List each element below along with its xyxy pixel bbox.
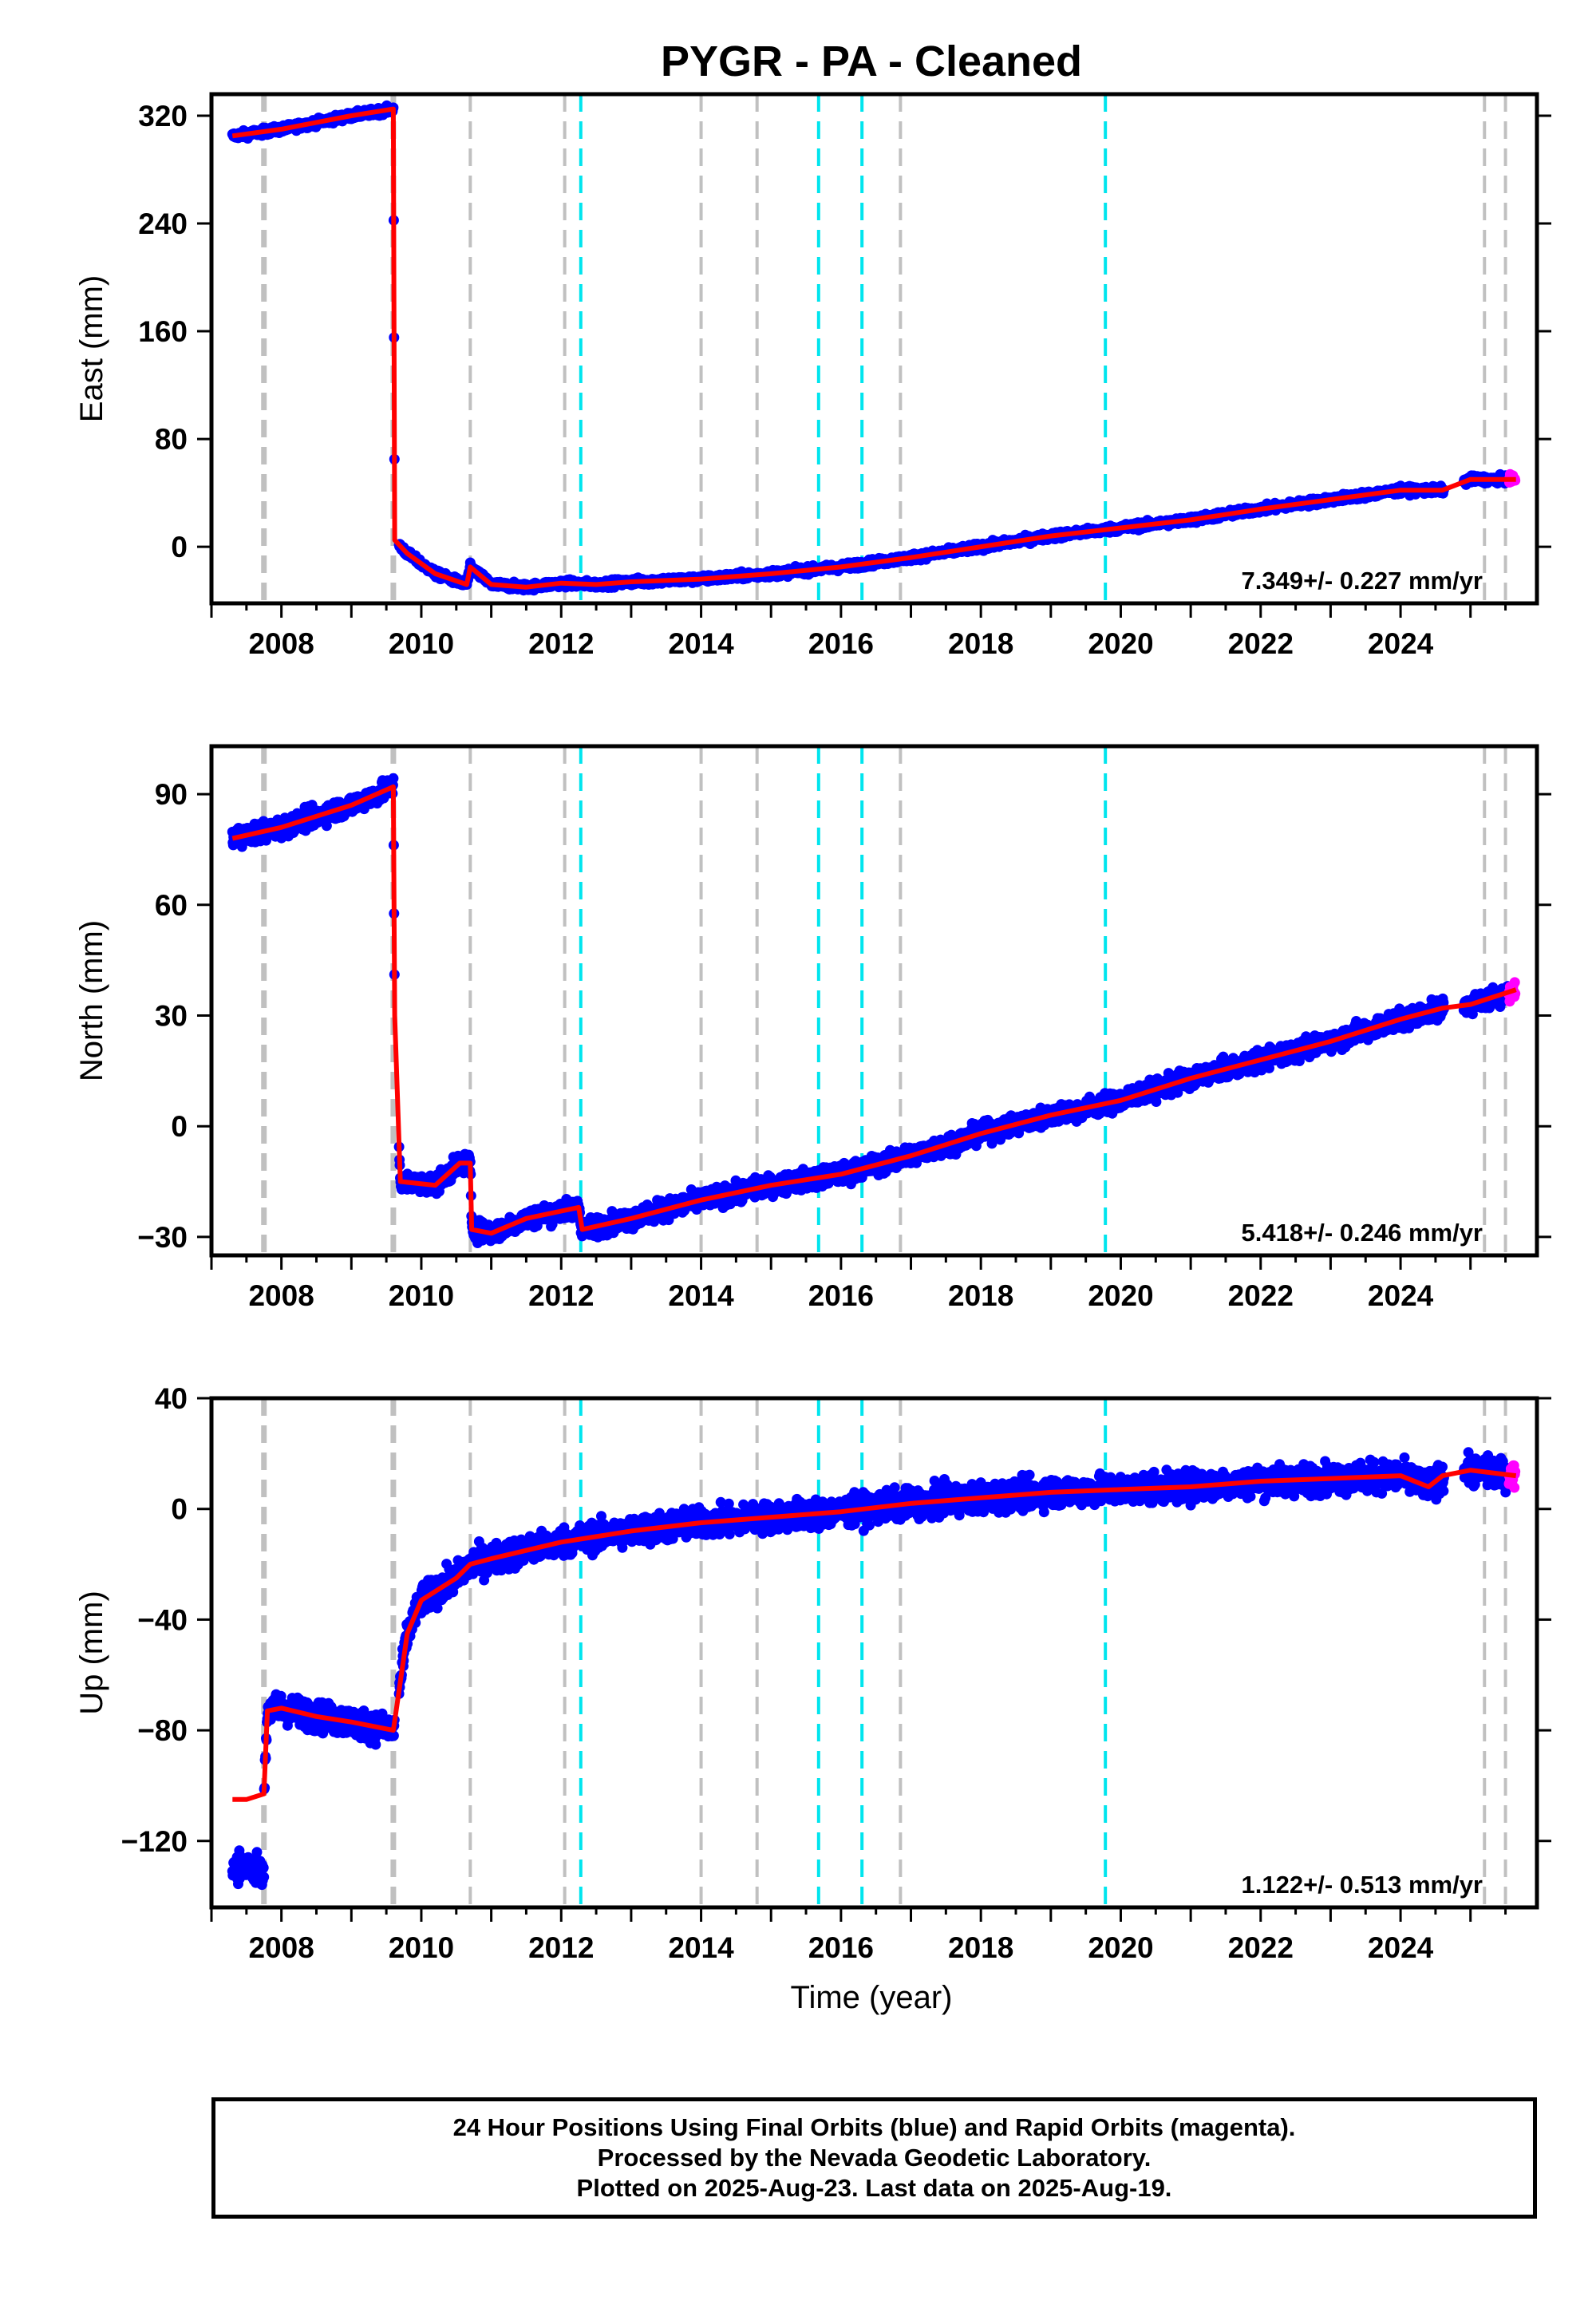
x-tick-label: 2020 — [1088, 627, 1153, 660]
plot-frame — [209, 92, 1539, 606]
plot-area — [227, 746, 1521, 1255]
x-tick-label: 2016 — [808, 627, 874, 660]
x-tick-label: 2024 — [1368, 627, 1434, 660]
y-tick-label: 80 — [155, 423, 188, 456]
x-tick-label: 2018 — [948, 627, 1013, 660]
y-tick-label: 240 — [138, 207, 188, 240]
x-tick-label: 2022 — [1228, 627, 1294, 660]
data-points — [227, 773, 1521, 1248]
velocity-annotation: 7.349+/- 0.227 mm/yr — [1242, 567, 1483, 595]
final-orbit-point — [388, 773, 399, 784]
panel-1: 0 80 160 240 320 2008 2010 2012 2014 2016 2018 2020… — [74, 92, 1551, 660]
x-tick-label: 2010 — [389, 627, 454, 660]
y-axis-label: East (mm) — [74, 275, 109, 422]
x-tick-label: 2014 — [668, 627, 734, 660]
chart-title: PYGR - PA - Cleaned — [661, 38, 1082, 85]
data-points — [227, 100, 1521, 596]
y-tick-label: 160 — [138, 315, 188, 348]
x-tick-label: 2012 — [528, 627, 594, 660]
y-tick-label: 320 — [138, 100, 188, 132]
final-orbit-point — [321, 820, 332, 832]
model-fit-line — [231, 106, 1516, 590]
panels: 0 80 160 240 320 2008 2010 2012 2014 2016 2018 2020… — [74, 92, 1551, 1964]
x-tick-label: 2008 — [248, 627, 314, 660]
plot-area — [227, 94, 1521, 603]
y-tick-label: 0 — [171, 531, 188, 563]
